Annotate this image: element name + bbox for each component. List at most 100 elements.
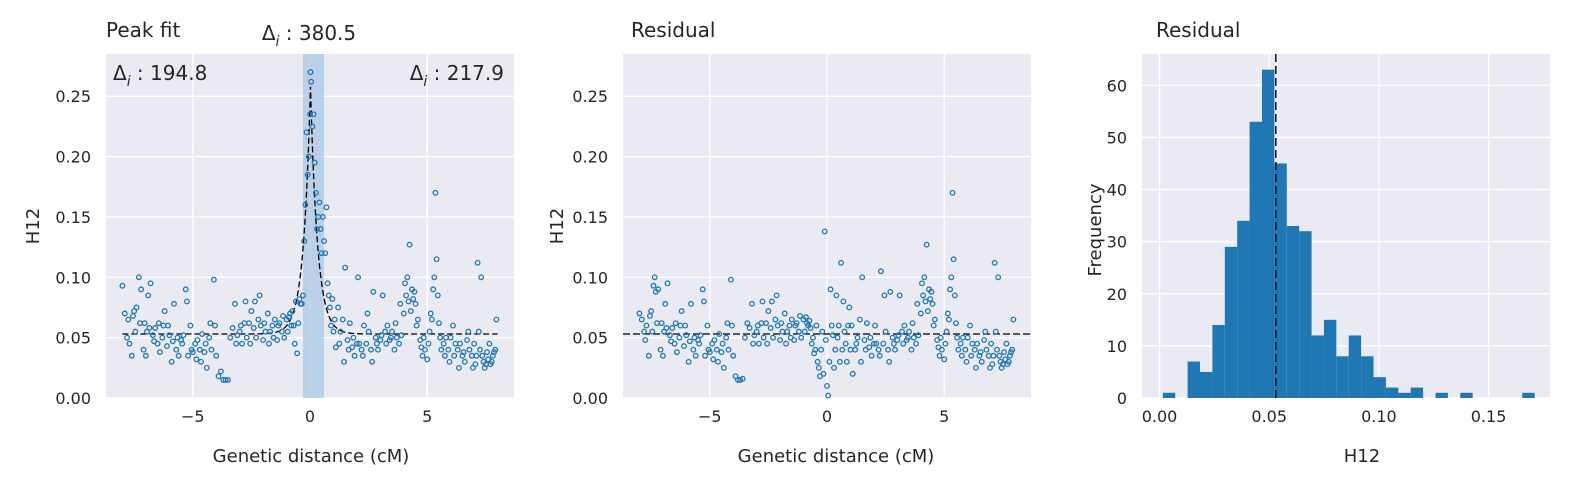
data-point	[678, 308, 685, 315]
data-point	[445, 346, 452, 353]
data-point	[152, 325, 159, 331]
data-point	[770, 334, 777, 341]
data-point	[382, 328, 388, 335]
data-point	[403, 292, 410, 299]
data-point	[466, 346, 473, 353]
data-point	[316, 199, 323, 206]
data-point	[278, 328, 285, 335]
data-point	[948, 274, 955, 281]
y-tick-label: 20	[1107, 285, 1127, 304]
data-point	[953, 320, 959, 327]
data-point	[651, 274, 658, 281]
data-point	[328, 322, 335, 329]
data-point	[291, 340, 298, 347]
data-point	[659, 352, 666, 359]
data-point	[239, 340, 245, 347]
delta-value: : 380.5	[279, 21, 356, 45]
data-point	[337, 328, 344, 335]
data-point	[196, 346, 203, 353]
histogram-bar	[1200, 371, 1213, 398]
delta-subscript: i	[276, 34, 280, 50]
panel-title: Peak fit	[106, 18, 180, 42]
panel-residual-histogram: Residual H12 Frequency 0.00 0.05 0.10 0.15 0…	[1085, 18, 1550, 467]
data-point	[322, 250, 329, 257]
data-point	[308, 78, 315, 85]
data-point	[424, 356, 431, 363]
data-point	[955, 346, 962, 353]
data-point	[663, 325, 670, 331]
data-point	[842, 340, 849, 347]
data-point	[1003, 340, 1010, 347]
data-point	[704, 322, 711, 329]
data-point	[406, 241, 413, 248]
data-point	[355, 274, 362, 281]
delta-value: : 217.9	[427, 61, 504, 85]
data-point	[772, 316, 779, 323]
histogram-bar	[1373, 377, 1386, 398]
data-point	[968, 352, 975, 359]
data-point	[875, 346, 882, 353]
data-point	[923, 241, 930, 248]
data-point	[492, 346, 499, 353]
data-point	[720, 364, 727, 371]
data-point	[451, 352, 458, 359]
data-point	[681, 343, 687, 350]
data-point	[243, 334, 250, 341]
data-point	[848, 322, 855, 329]
data-point	[838, 259, 845, 266]
data-point	[700, 298, 707, 305]
data-point	[433, 256, 440, 263]
data-point	[335, 304, 342, 311]
data-point	[950, 256, 957, 263]
y-tick-label: 0.15	[55, 208, 91, 227]
x-tick-label: 0	[305, 407, 315, 426]
data-point	[826, 358, 833, 365]
data-point	[464, 337, 471, 344]
data-point	[666, 332, 673, 339]
data-point	[828, 322, 835, 329]
data-point	[413, 322, 420, 329]
data-point	[201, 349, 208, 356]
data-point	[672, 320, 679, 327]
data-point	[645, 352, 652, 359]
data-point	[222, 376, 229, 383]
data-point	[330, 328, 337, 335]
data-point	[314, 226, 320, 232]
y-tick-label: 0.05	[55, 329, 91, 348]
panel-residual-scatter: Residual Genetic distance (cM) H12 −5 0 5 0…	[547, 18, 1031, 467]
data-point	[945, 316, 952, 323]
data-point	[900, 340, 907, 347]
data-point	[896, 292, 903, 299]
data-point	[339, 316, 346, 323]
data-point	[358, 346, 365, 353]
data-point	[430, 286, 437, 293]
x-tick-label: 0.00	[1142, 407, 1178, 426]
data-point	[288, 322, 295, 329]
data-point	[833, 292, 840, 299]
y-tick-label: 10	[1107, 337, 1127, 356]
data-point	[818, 346, 825, 353]
data-point	[369, 358, 376, 365]
data-point	[387, 334, 394, 341]
data-point	[756, 340, 762, 347]
delta-annotation: Δi : 217.9	[410, 61, 504, 90]
data-point	[741, 334, 748, 341]
data-point	[420, 334, 427, 341]
data-point	[329, 296, 336, 302]
data-point	[159, 334, 166, 341]
data-point	[989, 361, 996, 368]
data-point	[484, 349, 490, 356]
data-point	[909, 320, 916, 327]
data-point	[446, 358, 453, 365]
data-point	[949, 189, 956, 196]
histogram-bar	[1299, 231, 1312, 398]
data-point	[173, 346, 180, 353]
data-point	[696, 340, 703, 347]
data-point	[425, 340, 432, 347]
x-tick-label: −5	[181, 407, 205, 426]
data-point	[147, 280, 154, 287]
data-point	[378, 332, 385, 339]
data-point	[927, 296, 934, 302]
data-point	[840, 298, 847, 305]
data-point	[128, 352, 135, 359]
